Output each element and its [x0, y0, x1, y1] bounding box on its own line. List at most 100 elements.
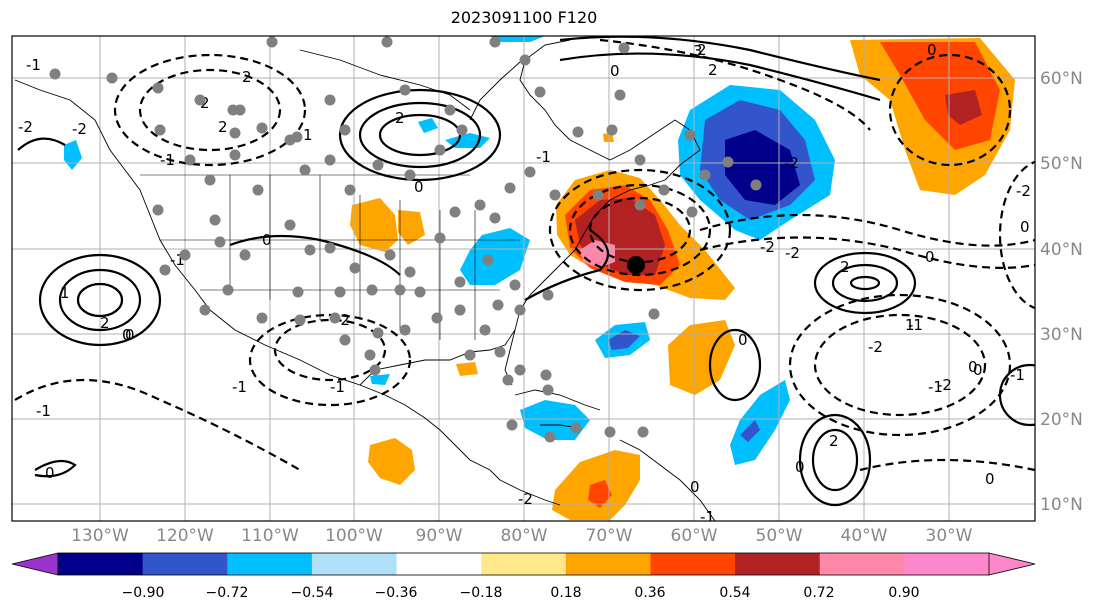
contour-label: -2 [760, 238, 775, 256]
longitude-labels: 130°W 120°W 110°W 100°W 90°W 80°W 70°W 6… [71, 526, 973, 546]
contour-label: -1 [232, 378, 247, 396]
colorbar-segment [819, 553, 905, 575]
colorbar-segment [650, 553, 736, 575]
lon-label: 130°W [71, 526, 129, 546]
filled-anomalies [64, 36, 1015, 520]
contour-label: -1 [330, 378, 345, 396]
contour-label: 2 [708, 61, 718, 79]
colorbar-tick: 0.18 [550, 585, 581, 601]
contour-label: 0 [690, 478, 700, 496]
contour-label: 2 [697, 41, 707, 59]
contour-label: 2 [218, 118, 228, 136]
map-title: 2023091100 F120 [450, 8, 598, 27]
lon-label: 40°W [841, 526, 888, 546]
lat-label: 10°N [1040, 495, 1083, 515]
colorbar-tick: −0.90 [122, 585, 165, 601]
lon-label: 110°W [241, 526, 299, 546]
colorbar-segment [481, 553, 567, 575]
lat-label: 50°N [1040, 154, 1083, 174]
solid-contours [17, 36, 1035, 507]
lat-label: 20°N [1040, 410, 1083, 430]
lon-label: 30°W [926, 526, 973, 546]
colorbar-segment [904, 553, 990, 575]
latitude-labels: 60°N 50°N 40°N 30°N 20°N 10°N [1040, 69, 1083, 515]
contour-label: -1 [1010, 366, 1025, 384]
colorbar-segment [396, 553, 482, 575]
contour-label: 0 [927, 41, 937, 59]
dashed-contours [14, 38, 1035, 472]
lon-label: 50°W [756, 526, 803, 546]
contour-label: -2 [518, 490, 533, 508]
contour-label: 0 [610, 62, 620, 80]
contour-label: -2 [937, 376, 952, 394]
contour-label: 0 [968, 358, 978, 376]
contour-label: -1 [26, 56, 41, 74]
contour-label: -2 [72, 120, 87, 138]
contour-label: 1 [905, 316, 915, 334]
colorbar-tick: −0.54 [291, 585, 334, 601]
contour-label: 0 [414, 178, 424, 196]
colorbar-segment [735, 553, 821, 575]
contour-label: 2 [100, 314, 110, 332]
lon-label: 80°W [501, 526, 548, 546]
colorbar-tick: 0.72 [803, 585, 834, 601]
contour-label: 0 [122, 326, 132, 344]
colorbar-segment [142, 553, 228, 575]
contour-label: 0 [45, 464, 55, 482]
contour-label: -2 [785, 244, 800, 262]
contour-label: -1 [36, 402, 51, 420]
colorbar-segment [227, 553, 313, 575]
contour-label: -2 [784, 154, 799, 172]
contour-label: -1 [928, 378, 943, 396]
lon-label: 120°W [156, 526, 214, 546]
contour-label: -2 [1016, 182, 1031, 200]
contour-label: -2 [18, 118, 33, 136]
contour-label: -2 [868, 338, 883, 356]
contour-label: 0 [1020, 218, 1030, 236]
contour-label: -1 [908, 316, 923, 334]
contour-label: 2 [242, 68, 252, 86]
storm-center-marker [627, 256, 645, 274]
colorbar: −0.90 −0.72 −0.54 −0.36 −0.18 0.18 0.36 … [11, 552, 1036, 601]
colorbar-tick: 0.54 [719, 585, 750, 601]
colorbar-tick: −0.36 [375, 585, 418, 601]
lon-label: 60°W [671, 526, 718, 546]
contour-label: 0 [262, 231, 272, 249]
contour-label: -1 [700, 508, 715, 526]
colorbar-segment [311, 553, 398, 575]
contour-label: 0 [795, 458, 805, 476]
lon-label: 90°W [416, 526, 463, 546]
contour-label: 0 [973, 361, 983, 379]
contour-label: 2 [395, 109, 405, 127]
contour-label: 2 [200, 94, 210, 112]
map-frame [11, 35, 1036, 522]
contour-labels: 2 2 1 0 0 2 -2 -1 0 -1 -1 0 2 2 0 -2 -2 … [18, 41, 1031, 526]
contour-label: 2 [840, 258, 850, 276]
colorbar-tick: 0.36 [634, 585, 665, 601]
colorbar-ticks: −0.90 −0.72 −0.54 −0.36 −0.18 0.18 0.36 … [122, 585, 920, 601]
colorbar-extend-high [989, 553, 1035, 575]
colorbar-segment [565, 553, 651, 575]
lon-label: 100°W [325, 526, 383, 546]
contour-label: 2 [829, 432, 839, 450]
contour-label: 0 [925, 248, 935, 266]
contour-label: 0 [738, 331, 748, 349]
lat-label: 30°N [1040, 325, 1083, 345]
lon-label: 70°W [586, 526, 633, 546]
lat-label: 40°N [1040, 240, 1083, 260]
colorbar-segment [58, 553, 144, 575]
contour-label: 0 [985, 470, 995, 488]
colorbar-tick: −0.72 [206, 585, 249, 601]
contour-label: 1 [60, 284, 70, 302]
colorbar-tick: −0.18 [460, 585, 503, 601]
colorbar-tick: 0.90 [888, 585, 919, 601]
colorbar-extend-low [12, 553, 58, 575]
contour-label: -1 [160, 151, 175, 169]
gridlines [12, 36, 1035, 521]
contour-label: 1 [303, 126, 313, 144]
contour-label: 3 [693, 42, 703, 60]
lat-label: 60°N [1040, 69, 1083, 89]
contour-label: 0 [125, 326, 135, 344]
contour-label: -1 [536, 148, 551, 166]
